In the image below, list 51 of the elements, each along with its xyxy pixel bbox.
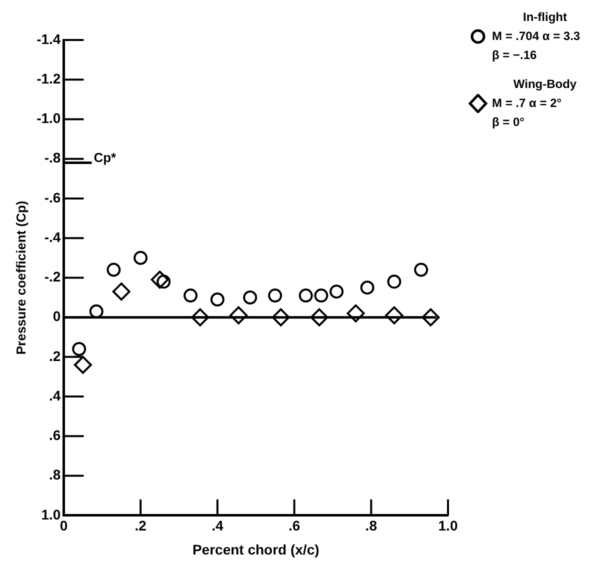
point <box>298 288 313 303</box>
text: In-flight <box>522 9 568 26</box>
y-tick-label: 0 <box>52 308 61 324</box>
point <box>89 304 104 318</box>
y-tick-label: -.2 <box>44 268 61 285</box>
x-axis-title: Percent chord (x/c) <box>192 541 320 558</box>
point <box>346 304 365 322</box>
x-tick-label: .4 <box>212 518 224 534</box>
y-tick-label: -.4 <box>44 228 61 245</box>
text: β = 0° <box>492 114 526 131</box>
text: β = −.16 <box>492 47 538 64</box>
text: M = .7 α = 2° <box>492 95 562 112</box>
point <box>74 356 92 374</box>
point <box>191 308 210 326</box>
point <box>414 262 428 277</box>
point <box>150 270 169 289</box>
y-tick-label: 1.0 <box>41 506 61 522</box>
point <box>184 288 198 303</box>
point <box>243 290 258 305</box>
point <box>387 274 402 289</box>
point <box>314 288 328 303</box>
y-tick-label: -.6 <box>44 189 61 206</box>
point <box>360 280 374 295</box>
point <box>310 308 328 326</box>
point <box>272 308 290 326</box>
text: Wing-Body <box>512 76 578 93</box>
y-tick-label: -1.2 <box>36 70 61 86</box>
y-tick-label: .8 <box>49 466 61 483</box>
y-axis-title: Pressure coefficient (Cp) <box>13 200 28 355</box>
point <box>72 342 86 356</box>
point <box>422 308 440 326</box>
y-tick-label: -1.4 <box>36 30 61 47</box>
x-tick-label: .2 <box>134 518 147 534</box>
x-tick-label: .6 <box>288 518 300 534</box>
point <box>230 306 248 324</box>
y-tick-label: .4 <box>49 387 61 404</box>
point <box>210 292 224 306</box>
y-tick-label: -1.0 <box>36 110 61 126</box>
point <box>330 284 344 299</box>
y-tick-label: .2 <box>49 348 61 364</box>
x-tick-label: 1.0 <box>438 518 458 534</box>
point <box>268 288 282 303</box>
point <box>106 262 121 277</box>
x-tick-label: .8 <box>365 518 378 534</box>
y-tick-label: -.8 <box>44 150 61 166</box>
y-tick-label: .6 <box>49 427 61 444</box>
point <box>112 282 130 301</box>
ref-line-label: Cp* <box>94 150 118 165</box>
point <box>385 306 404 324</box>
point <box>134 250 148 265</box>
text: M = .704 α = 3.3 <box>492 28 580 45</box>
